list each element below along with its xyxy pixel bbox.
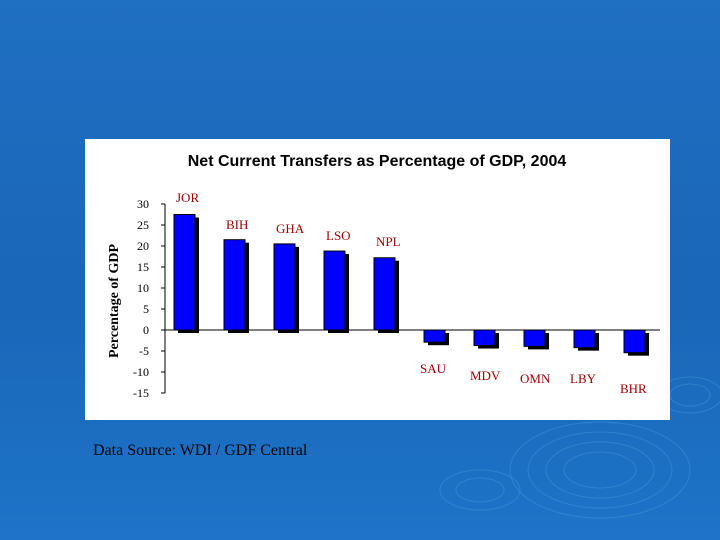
category-label: LSO: [326, 228, 351, 243]
bar-sau: [423, 329, 446, 343]
bar-gha: [273, 243, 296, 331]
y-tick-label: 20: [137, 239, 149, 253]
bar-bhr: [623, 329, 646, 354]
y-axis-label: Percentage of GDP: [107, 244, 122, 358]
y-tick-label: 25: [137, 218, 149, 232]
bar-mdv: [473, 329, 496, 347]
bar-chart: Net Current Transfers as Percentage of G…: [107, 153, 660, 400]
y-tick-label: -10: [133, 365, 149, 379]
bar-lso: [323, 250, 346, 331]
category-label: BIH: [226, 217, 248, 232]
y-tick-label: -15: [133, 386, 149, 400]
data-source-note: Data Source: WDI / GDF Central: [93, 442, 308, 459]
chart-panel: Net Current Transfers as Percentage of G…: [85, 139, 670, 420]
chart-axes: 30 25 20 15 10 5 0 -5 -10 -15: [133, 197, 660, 400]
category-label: LBY: [570, 371, 597, 386]
y-tick-label: 15: [137, 260, 149, 274]
category-label: SAU: [420, 361, 447, 376]
category-label: JOR: [176, 190, 199, 205]
y-tick-label: 5: [143, 302, 149, 316]
category-labels-group: JOR BIH GHA LSO NPL SAU MDV OMN LBY BHR: [176, 190, 647, 396]
bars-group: [173, 214, 649, 356]
bar-jor: [173, 214, 196, 331]
category-label: OMN: [520, 371, 551, 386]
category-label: NPL: [376, 234, 401, 249]
y-tick-label: 30: [137, 197, 149, 211]
category-label: BHR: [620, 381, 647, 396]
bar-lby: [573, 329, 596, 349]
bar-bih: [223, 239, 246, 331]
y-tick-label: -5: [139, 344, 149, 358]
category-label: GHA: [276, 221, 305, 236]
category-label: MDV: [470, 368, 501, 383]
bar-omn: [523, 329, 546, 347]
bar-npl: [373, 257, 396, 331]
chart-title: Net Current Transfers as Percentage of G…: [188, 153, 567, 170]
y-tick-label: 10: [137, 281, 149, 295]
y-tick-label: 0: [143, 323, 149, 337]
